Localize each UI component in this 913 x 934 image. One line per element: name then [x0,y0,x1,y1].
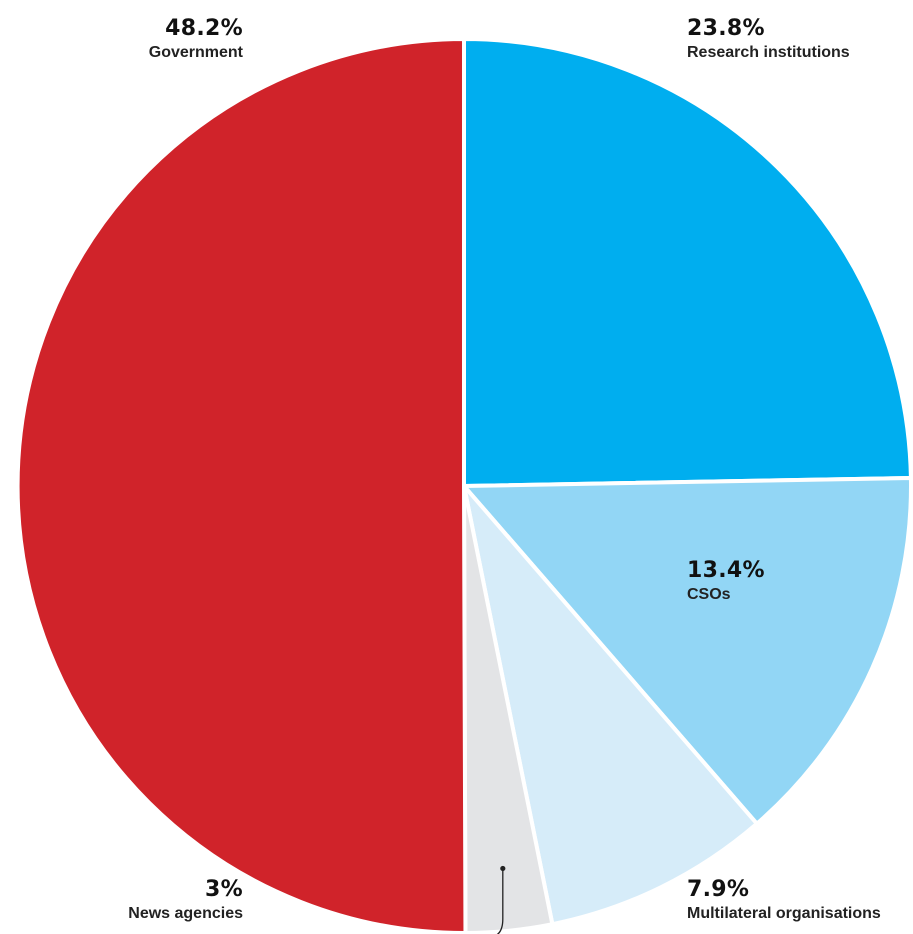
pie-slice-research-institutions [462,37,913,488]
slice-value-news-agencies: 3% [205,877,243,902]
leader-line-news-agencies [496,868,504,934]
slice-label-research-institutions: 23.8% Research institutions [687,18,907,61]
pie-slice-multilateral-organisations [462,484,759,927]
slice-name-multilateral-organisations: Multilateral organisations [687,905,881,922]
slice-value-government: 48.2% [165,16,243,41]
slice-label-multilateral-organisations: 7.9% Multilateral organisations [687,879,911,922]
slice-name-csos: CSOs [687,586,731,603]
slice-name-news-agencies: News agencies [128,905,243,922]
slice-label-government: 48.2% Government [95,18,243,61]
slice-name-government: Government [148,44,243,61]
slice-value-csos: 13.4% [687,558,765,583]
slice-name-research-institutions: Research institutions [687,44,850,61]
leader-dot-news-agencies [500,865,506,872]
slice-label-news-agencies: 3% News agencies [95,879,243,922]
pie-slice-government [15,37,468,934]
pie-slice-csos [462,475,913,826]
slice-value-multilateral-organisations: 7.9% [687,877,750,902]
slice-value-research-institutions: 23.8% [687,16,765,41]
slice-label-csos: 13.4% CSOs [687,560,827,603]
